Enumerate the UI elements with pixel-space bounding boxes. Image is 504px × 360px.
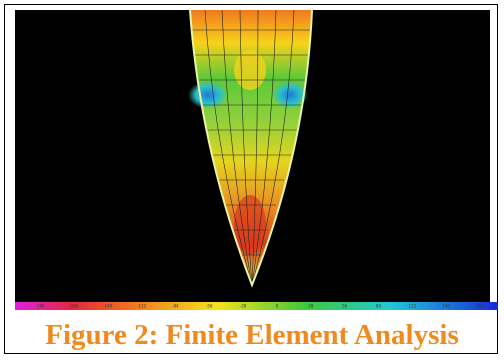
caption: Figure 2: Finite Element Analysis — [45, 319, 459, 351]
stress-patch — [272, 81, 308, 109]
colorbar-label: -28 — [240, 304, 247, 309]
colorbar — [15, 302, 498, 310]
colorbar-labels: -196 -168 -140 -112 -84 -56 -28 0 28 56 84 112 140 16… — [35, 304, 484, 309]
colorbar-label: 140 — [442, 304, 450, 309]
colorbar-label: -140 — [103, 304, 113, 309]
colorbar-label: -196 — [35, 304, 45, 309]
mesh — [191, 9, 311, 286]
stress-patch — [234, 50, 266, 90]
colorbar-label: -168 — [69, 304, 79, 309]
colorbar-label: -112 — [137, 304, 147, 309]
cone-edge — [189, 9, 313, 288]
colorbar-label: -56 — [206, 304, 213, 309]
colorbar-label: 84 — [376, 304, 382, 309]
colorbar-label: 168 — [476, 304, 484, 309]
colorbar-label: 56 — [342, 304, 348, 309]
figure-frame — [4, 4, 498, 354]
colorbar-label: -84 — [172, 304, 179, 309]
colorbar-label: 28 — [308, 304, 314, 309]
colorbar-label: 112 — [408, 304, 416, 309]
colorbar-label: 0 — [276, 304, 279, 309]
cone-model — [190, 10, 312, 285]
